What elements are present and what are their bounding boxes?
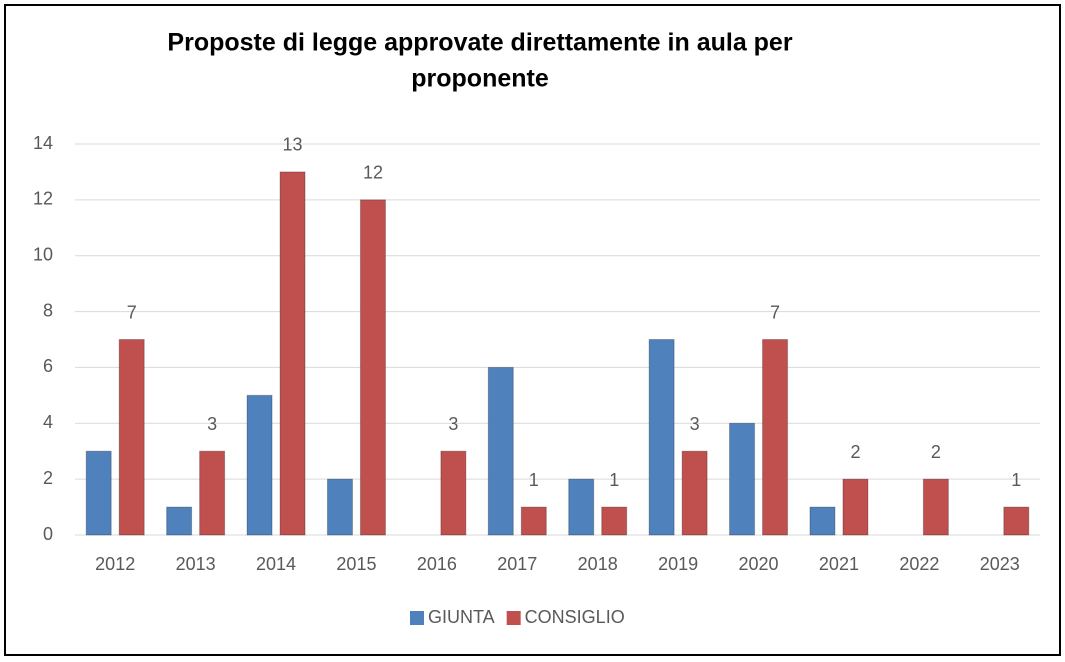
y-tick-label: 8 xyxy=(43,300,53,320)
bar xyxy=(809,506,836,536)
bar xyxy=(279,171,306,536)
bar xyxy=(440,450,467,536)
chart-frame xyxy=(4,4,1061,656)
chart-title: proponente xyxy=(411,65,549,93)
x-tick-label: 2022 xyxy=(899,554,939,574)
data-label: 7 xyxy=(127,302,137,322)
bar xyxy=(922,478,949,536)
bar xyxy=(487,366,514,536)
x-tick-label: 2014 xyxy=(256,554,296,574)
data-label: 7 xyxy=(770,302,780,322)
x-tick-label: 2019 xyxy=(658,554,698,574)
bar xyxy=(326,478,353,536)
x-tick-label: 2015 xyxy=(336,554,376,574)
bar xyxy=(842,478,869,536)
y-tick-label: 0 xyxy=(43,524,53,544)
x-tick-label: 2017 xyxy=(497,554,537,574)
data-label: 2 xyxy=(850,442,860,462)
x-tick-label: 2023 xyxy=(980,554,1020,574)
data-label: 1 xyxy=(1011,470,1021,490)
data-label: 12 xyxy=(363,163,383,183)
x-tick-label: 2018 xyxy=(578,554,618,574)
bar xyxy=(1003,506,1030,536)
legend-label: CONSIGLIO xyxy=(525,607,625,627)
chart-title: Proposte di legge approvate direttamente… xyxy=(167,29,792,57)
bar xyxy=(601,506,628,536)
data-label: 13 xyxy=(283,135,303,155)
y-tick-label: 10 xyxy=(33,244,53,264)
data-label: 3 xyxy=(207,414,217,434)
bar xyxy=(85,450,112,536)
x-tick-label: 2012 xyxy=(95,554,135,574)
legend-label: GIUNTA xyxy=(428,607,495,627)
legend-swatch xyxy=(506,611,521,625)
bar xyxy=(118,339,145,536)
x-tick-label: 2016 xyxy=(417,554,457,574)
bar xyxy=(648,339,675,536)
bar xyxy=(199,450,226,536)
x-tick-label: 2020 xyxy=(739,554,779,574)
bar xyxy=(729,422,756,536)
bar xyxy=(359,199,386,536)
x-tick-label: 2021 xyxy=(819,554,859,574)
bar xyxy=(568,478,595,536)
data-label: 3 xyxy=(448,414,458,434)
legend-swatch xyxy=(410,611,424,625)
data-label: 2 xyxy=(931,442,941,462)
bar xyxy=(520,506,547,536)
y-tick-label: 4 xyxy=(43,412,53,432)
y-tick-label: 2 xyxy=(43,468,53,488)
data-label: 3 xyxy=(690,414,700,434)
y-tick-label: 14 xyxy=(33,133,53,153)
bar xyxy=(246,394,273,536)
bar xyxy=(762,339,789,536)
y-tick-label: 6 xyxy=(43,356,53,376)
bar xyxy=(681,450,708,536)
data-label: 1 xyxy=(609,470,619,490)
x-tick-label: 2013 xyxy=(176,554,216,574)
data-label: 1 xyxy=(529,470,539,490)
bar xyxy=(166,506,193,536)
y-tick-label: 12 xyxy=(33,189,53,209)
